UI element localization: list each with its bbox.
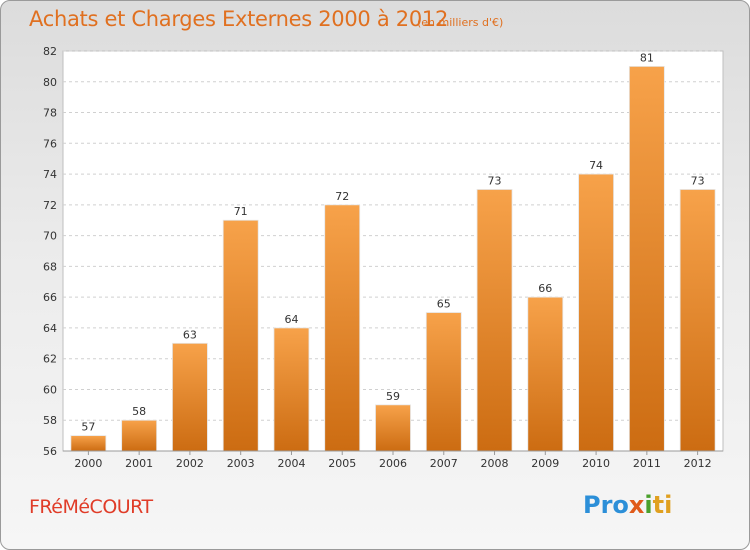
x-tick-label-2002: 2002 bbox=[176, 457, 204, 470]
value-label-2008: 73 bbox=[488, 174, 502, 187]
value-label-2010: 74 bbox=[589, 159, 603, 172]
bar-2009 bbox=[527, 296, 564, 452]
y-tick-label: 80 bbox=[43, 76, 57, 89]
bar-2006 bbox=[375, 404, 411, 452]
bar-2002 bbox=[172, 342, 208, 452]
value-label-2004: 64 bbox=[284, 313, 298, 326]
logo-part-1: Pro bbox=[583, 491, 629, 519]
y-tick-label: 78 bbox=[43, 107, 57, 120]
y-tick-label: 72 bbox=[43, 199, 57, 212]
bar-2000 bbox=[70, 435, 107, 452]
y-tick-label: 70 bbox=[43, 230, 57, 243]
x-tick-label-2003: 2003 bbox=[227, 457, 255, 470]
bar-2005 bbox=[324, 204, 361, 452]
value-label-2009: 66 bbox=[538, 282, 552, 295]
logo-part-3: i bbox=[644, 491, 653, 519]
y-tick-label: 66 bbox=[43, 291, 57, 304]
bar-2010 bbox=[578, 173, 614, 452]
y-tick-label: 82 bbox=[43, 45, 57, 58]
bar-2001 bbox=[121, 419, 158, 452]
y-tick-label: 58 bbox=[43, 414, 57, 427]
x-tick-label-2011: 2011 bbox=[633, 457, 661, 470]
y-tick-label: 64 bbox=[43, 322, 57, 335]
value-label-2011: 81 bbox=[640, 51, 654, 64]
value-label-2005: 72 bbox=[335, 190, 349, 203]
proxiti-logo: Proxiti bbox=[583, 491, 672, 519]
x-tick-label-2008: 2008 bbox=[481, 457, 509, 470]
bar-2007 bbox=[425, 312, 462, 452]
bar-2003 bbox=[222, 219, 259, 452]
x-tick-label-2007: 2007 bbox=[430, 457, 458, 470]
x-tick-label-2005: 2005 bbox=[328, 457, 356, 470]
value-label-2003: 71 bbox=[234, 205, 248, 218]
x-tick-label-2009: 2009 bbox=[531, 457, 559, 470]
x-tick-label-2006: 2006 bbox=[379, 457, 407, 470]
value-label-2000: 57 bbox=[81, 421, 95, 434]
town-name: FRéMéCOURT bbox=[29, 496, 153, 518]
y-tick-label: 76 bbox=[43, 137, 57, 150]
logo-part-4: ti bbox=[652, 491, 673, 519]
x-tick-label-2001: 2001 bbox=[125, 457, 153, 470]
value-label-2006: 59 bbox=[386, 390, 400, 403]
bar-2011 bbox=[628, 65, 665, 452]
chart-subtitle: (en milliers d'€) bbox=[417, 16, 504, 29]
logo-part-2: x bbox=[628, 491, 645, 519]
y-tick-label: 62 bbox=[43, 353, 57, 366]
bar-2012 bbox=[679, 189, 716, 452]
y-tick-label: 56 bbox=[43, 445, 57, 458]
value-label-2001: 58 bbox=[132, 405, 146, 418]
y-tick-label: 74 bbox=[43, 168, 57, 181]
chart-title: Achats et Charges Externes 2000 à 2012 bbox=[29, 7, 449, 31]
x-tick-label-2010: 2010 bbox=[582, 457, 610, 470]
x-tick-label-2012: 2012 bbox=[684, 457, 712, 470]
value-label-2007: 65 bbox=[437, 298, 451, 311]
y-tick-label: 60 bbox=[43, 383, 57, 396]
y-tick-label: 68 bbox=[43, 260, 57, 273]
bar-2008 bbox=[476, 189, 513, 452]
bar-2004 bbox=[273, 327, 310, 452]
value-label-2002: 63 bbox=[183, 328, 197, 341]
value-label-2012: 73 bbox=[691, 174, 705, 187]
x-tick-label-2000: 2000 bbox=[74, 457, 102, 470]
x-tick-label-2004: 2004 bbox=[277, 457, 305, 470]
